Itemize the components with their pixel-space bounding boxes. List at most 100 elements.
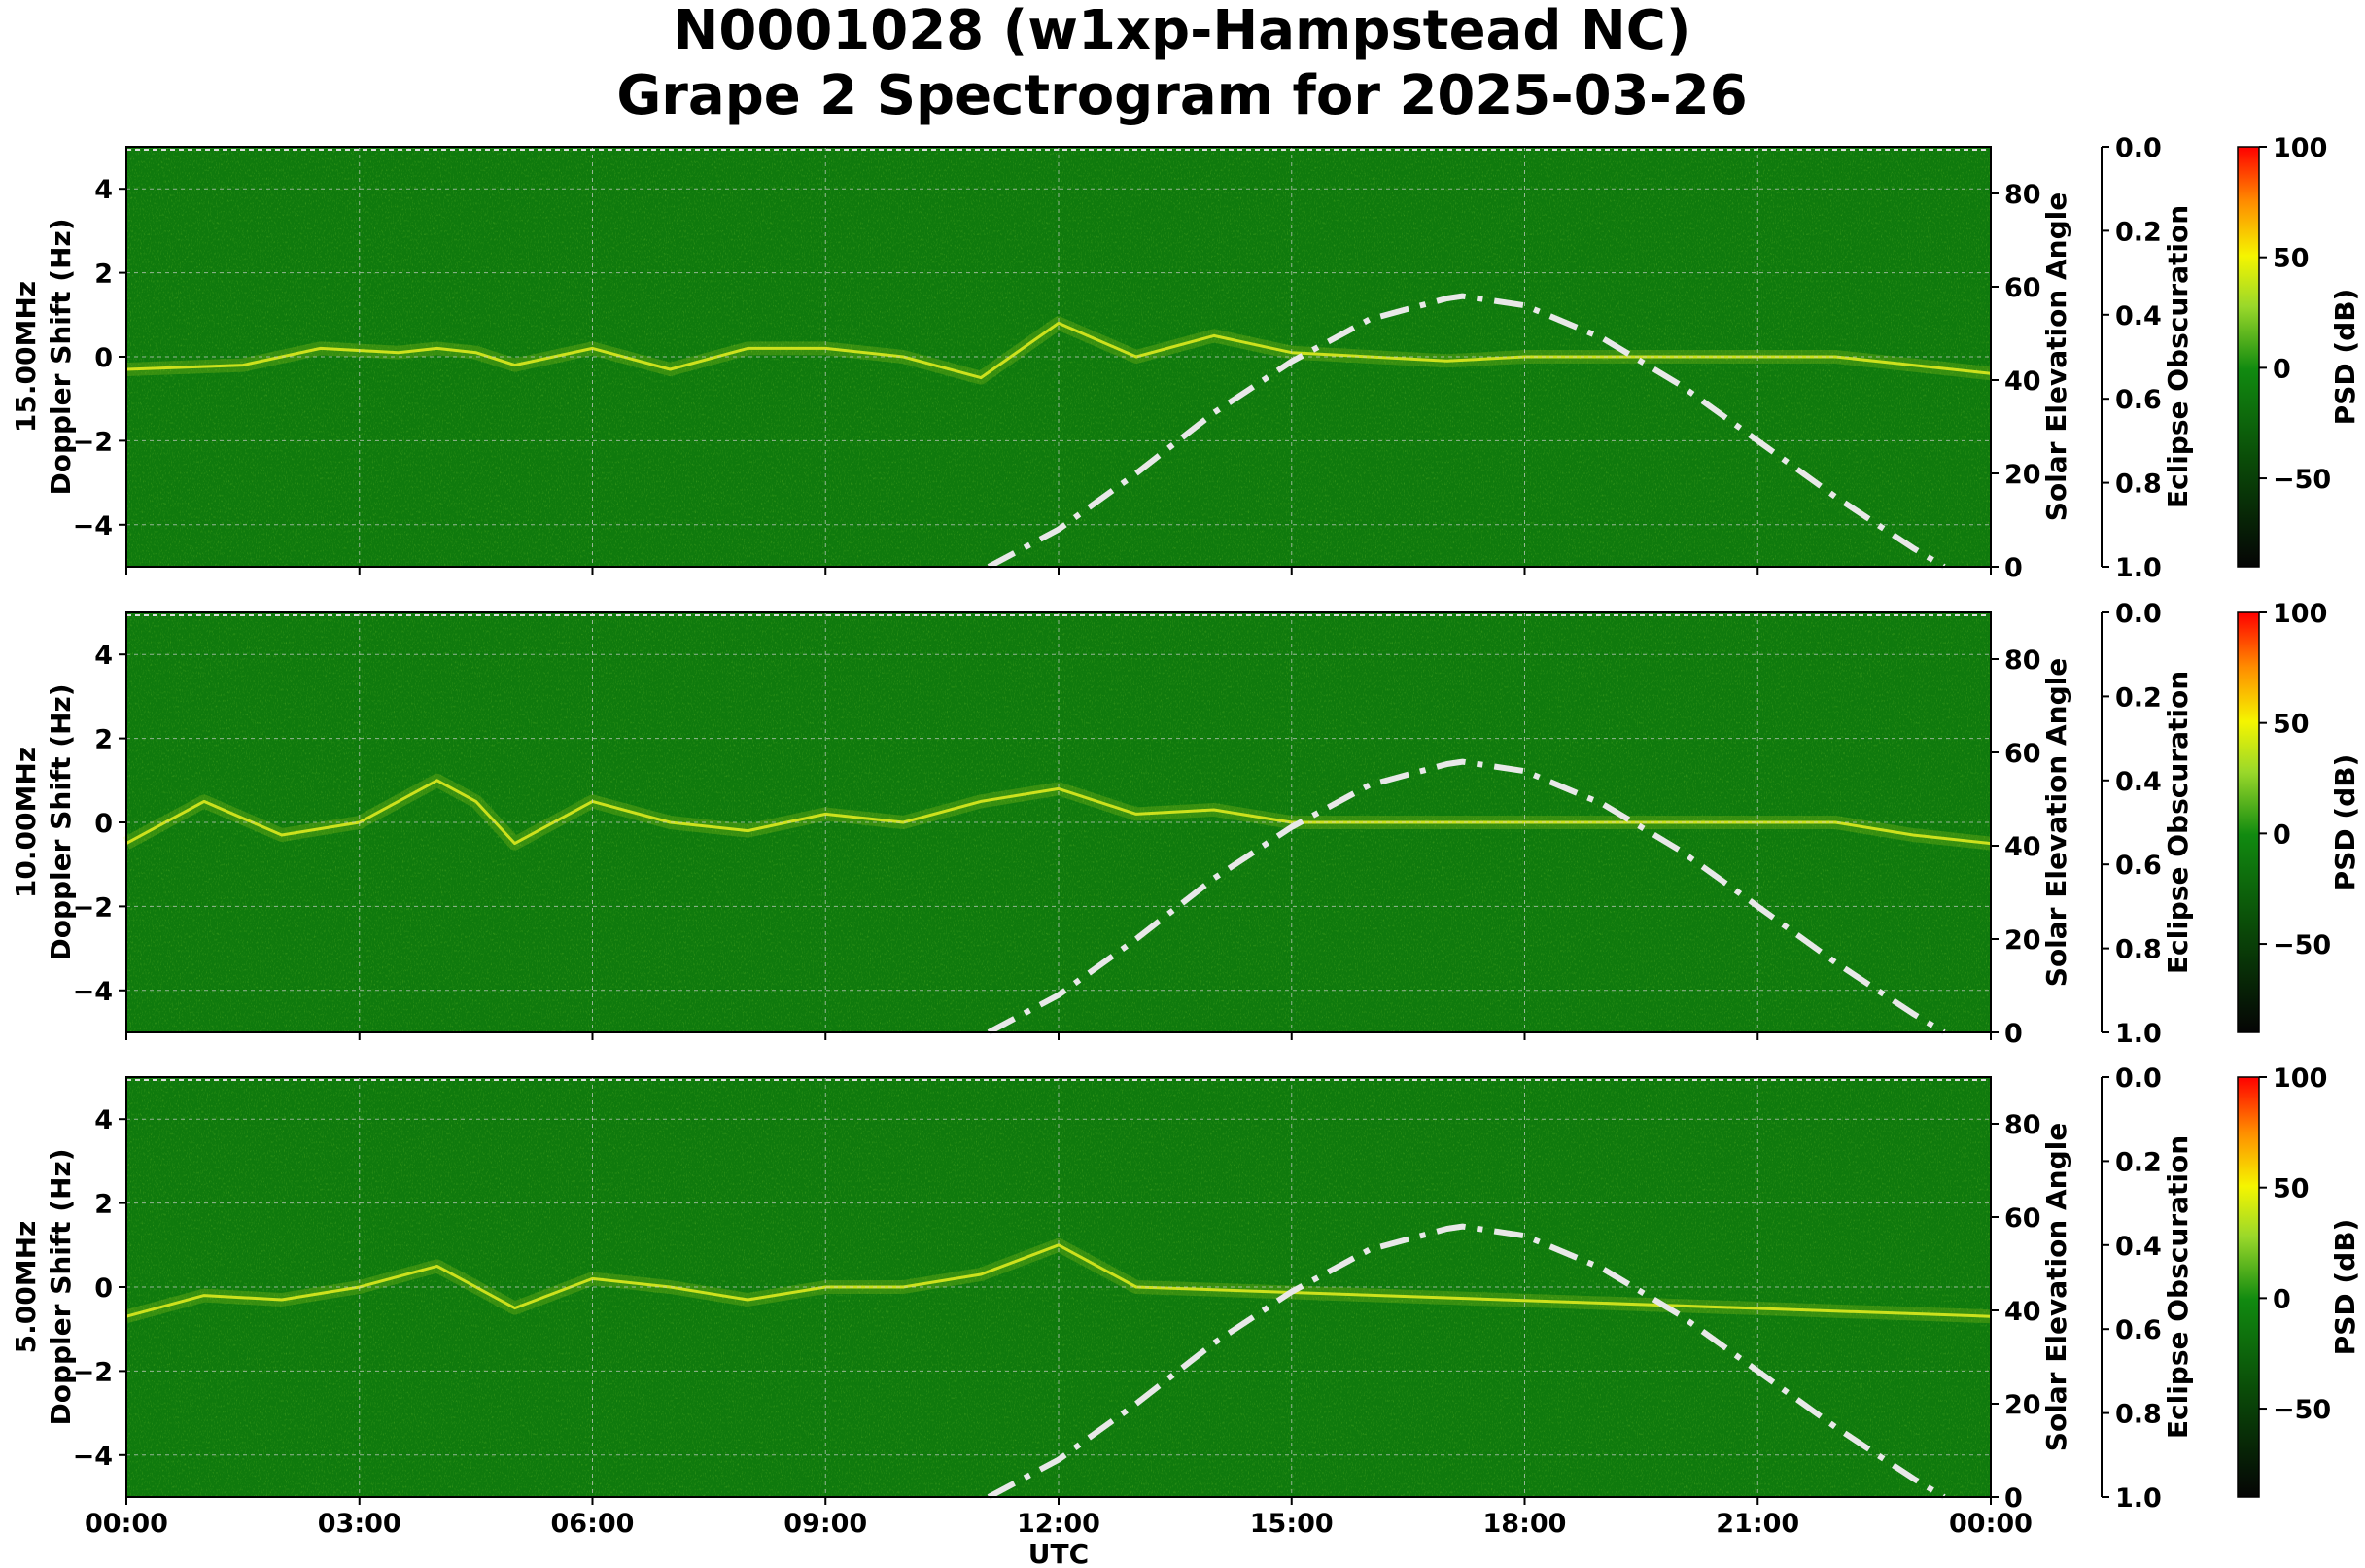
signal-trace [125, 1243, 1992, 1318]
colorbar [2237, 146, 2260, 568]
cbar-label-group: PSD (dB) [2329, 754, 2361, 891]
band-label: 5.00MHz [10, 1221, 42, 1354]
y3-axis-label-group: Eclipse Obscuration [2162, 205, 2194, 508]
y2-tick-label: 40 [2004, 366, 2041, 397]
y-tick-label: 2 [94, 260, 113, 290]
y-axis-label: Doppler Shift (Hz) [45, 1148, 77, 1425]
cbar-tick-label: −50 [2273, 930, 2331, 960]
y2-tick-label: 60 [2004, 273, 2041, 303]
x-tick-label: 06:00 [551, 1509, 635, 1539]
y3-tick-label: 0.4 [2115, 301, 2162, 331]
cbar-tick-label: 0 [2273, 1284, 2291, 1314]
y3-tick-label: 0.2 [2115, 217, 2162, 247]
y2-tick-label: 0 [2004, 1019, 2023, 1049]
cbar-label-group: PSD (dB) [2329, 1219, 2361, 1356]
y2-tick-label: 60 [2004, 1203, 2041, 1234]
y2-tick-label: 20 [2004, 460, 2041, 490]
y2-tick-label: 80 [2004, 180, 2041, 210]
y3-axis-label-group: Eclipse Obscuration [2162, 1135, 2194, 1439]
y2-tick-label: 60 [2004, 739, 2041, 769]
colorbar [2237, 1076, 2260, 1498]
y-tick-label: −2 [73, 892, 113, 923]
y-tick-label: −2 [73, 1357, 113, 1387]
y2-tick-label: 80 [2004, 645, 2041, 676]
x-tick-label: 00:00 [85, 1509, 168, 1539]
y3-tick-label: 0.2 [2115, 1147, 2162, 1177]
cbar-label: PSD (dB) [2329, 289, 2361, 426]
x-tick-label: 03:00 [318, 1509, 401, 1539]
y3-tick-label: 0.4 [2115, 1232, 2162, 1262]
y-axis-label: Doppler Shift (Hz) [45, 218, 77, 495]
cbar-tick-label: −50 [2273, 1395, 2331, 1425]
cbar-tick-label: 50 [2273, 710, 2310, 740]
x-tick-label: 18:00 [1483, 1509, 1567, 1539]
y3-axis-label: Eclipse Obscuration [2162, 1135, 2194, 1439]
x-axis-label: UTC [1028, 1538, 1089, 1568]
cbar-tick-label: 50 [2273, 1174, 2310, 1204]
cbar-tick-label: 100 [2273, 599, 2327, 629]
y-axis-label-group: 10.00MHz Doppler Shift (Hz) [10, 683, 77, 960]
panel-10-00mhz: 420−2−410.00MHz Doppler Shift (Hz)8060402… [10, 599, 2361, 1049]
cbar-tick-label: 100 [2273, 133, 2327, 163]
y-axis-label: Doppler Shift (Hz) [45, 683, 77, 960]
y3-tick-label: 0.6 [2115, 851, 2162, 881]
cbar-label: PSD (dB) [2329, 754, 2361, 891]
y3-axis-label: Eclipse Obscuration [2162, 205, 2194, 508]
y-tick-label: −2 [73, 427, 113, 457]
solar-elevation-curve [987, 758, 1946, 1035]
band-label: 15.00MHz [10, 281, 42, 433]
y2-tick-label: 40 [2004, 832, 2041, 862]
y3-tick-label: 1.0 [2115, 553, 2162, 583]
y-tick-label: 0 [94, 809, 113, 839]
y3-tick-label: 0.6 [2115, 1315, 2162, 1345]
y3-tick-label: 0.8 [2115, 935, 2162, 965]
y-tick-label: 2 [94, 1190, 113, 1220]
cbar-tick-label: 50 [2273, 244, 2310, 274]
y2-tick-label: 40 [2004, 1297, 2041, 1327]
cbar-label-group: PSD (dB) [2329, 289, 2361, 426]
y2-tick-label: 0 [2004, 553, 2023, 583]
y-tick-label: 4 [94, 1105, 113, 1135]
y-tick-label: −4 [73, 511, 113, 541]
y2-tick-label: 80 [2004, 1110, 2041, 1140]
y3-axis-label: Eclipse Obscuration [2162, 671, 2194, 974]
y2-axis-label-group: Solar Elevation Angle [2040, 192, 2072, 521]
y-tick-label: 0 [94, 343, 113, 373]
x-tick-label: 00:00 [1949, 1509, 2033, 1539]
y3-tick-label: 0.0 [2115, 133, 2162, 163]
y-tick-label: −4 [73, 977, 113, 1007]
panel-15-00mhz: 420−2−415.00MHz Doppler Shift (Hz)8060402… [10, 133, 2361, 583]
y-tick-label: 4 [94, 175, 113, 205]
title-line2: Grape 2 Spectrogram for 2025-03-26 [616, 64, 1747, 127]
y3-tick-label: 0.8 [2115, 470, 2162, 500]
cbar-tick-label: −50 [2273, 465, 2331, 495]
y2-axis-label-group: Solar Elevation Angle [2040, 1123, 2072, 1451]
y3-tick-label: 0.8 [2115, 1400, 2162, 1430]
y3-tick-label: 0.6 [2115, 385, 2162, 415]
colorbar [2237, 611, 2260, 1033]
y2-tick-label: 0 [2004, 1483, 2023, 1514]
y2-tick-label: 20 [2004, 925, 2041, 956]
y2-axis-label-group: Solar Elevation Angle [2040, 658, 2072, 987]
band-label: 10.00MHz [10, 747, 42, 898]
y2-axis-label: Solar Elevation Angle [2040, 658, 2072, 987]
y2-axis-label: Solar Elevation Angle [2040, 192, 2072, 521]
y-tick-label: −4 [73, 1442, 113, 1472]
y3-tick-label: 1.0 [2115, 1483, 2162, 1514]
panel-5-00mhz: 420−2−45.00MHz Doppler Shift (Hz)80604020… [10, 1063, 2361, 1568]
x-tick-label: 12:00 [1017, 1509, 1100, 1539]
y2-tick-label: 20 [2004, 1390, 2041, 1420]
y3-tick-label: 0.0 [2115, 599, 2162, 629]
x-tick-label: 15:00 [1250, 1509, 1334, 1539]
title-line1: N0001028 (w1xp-Hampstead NC) [674, 0, 1691, 62]
y-axis-label-group: 5.00MHz Doppler Shift (Hz) [10, 1148, 77, 1425]
y-tick-label: 4 [94, 641, 113, 671]
cbar-tick-label: 0 [2273, 819, 2291, 850]
solar-elevation-curve [987, 293, 1946, 570]
cbar-tick-label: 0 [2273, 354, 2291, 384]
y-axis-label-group: 15.00MHz Doppler Shift (Hz) [10, 218, 77, 495]
y3-tick-label: 1.0 [2115, 1019, 2162, 1049]
y-tick-label: 2 [94, 725, 113, 755]
y3-axis-label-group: Eclipse Obscuration [2162, 671, 2194, 974]
